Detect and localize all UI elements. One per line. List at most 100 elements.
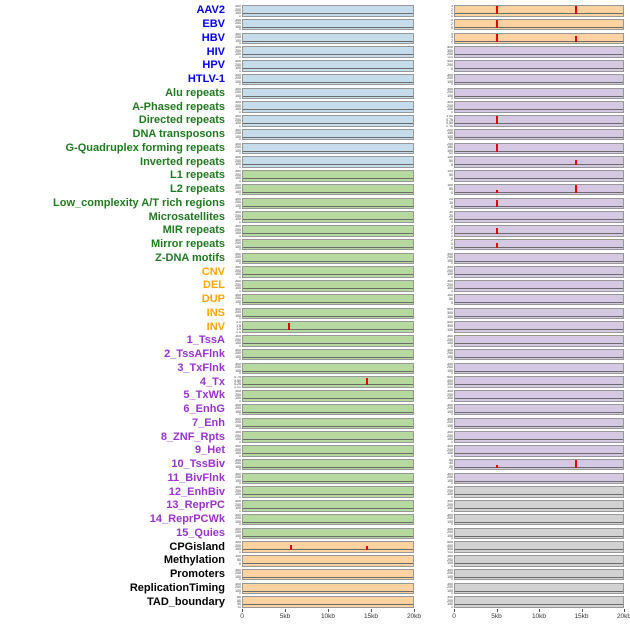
row-label: 2_TssAFlnk	[164, 348, 225, 361]
left-track	[242, 5, 414, 17]
y-tick-label: 100	[235, 93, 241, 98]
track-row: 9_Het 300 200 100 0 300 200 100 0	[0, 444, 630, 458]
y-tick-label: 200	[235, 585, 241, 590]
y-tick-label: 300	[447, 310, 453, 315]
zero-baseline	[243, 604, 413, 606]
y-tick-label: 0	[239, 179, 241, 182]
y-tick-label: 0	[239, 193, 241, 196]
y-tick-label: 200	[447, 385, 453, 388]
y-tick-label: 300	[235, 156, 241, 160]
right-track	[454, 156, 624, 168]
column-gap	[414, 230, 440, 231]
y-tick-label: 0	[451, 482, 453, 485]
y-axis-ticks: 300 200 100 0	[440, 101, 454, 113]
row-label: Promoters	[169, 568, 225, 581]
y-tick-label: 100	[447, 451, 453, 456]
y-tick-label: 40	[449, 461, 453, 466]
y-axis-ticks: 300 200 100 0	[228, 225, 242, 237]
column-gap	[414, 52, 440, 53]
y-tick-label: 0	[239, 275, 241, 278]
y-tick-label: 200	[235, 406, 241, 411]
x-tick-mark	[454, 609, 455, 612]
zero-baseline	[243, 260, 413, 262]
y-tick-label: 60	[237, 598, 241, 603]
left-track	[242, 156, 414, 168]
y-tick-label: 100	[447, 561, 453, 566]
row-label: Z-DNA motifs	[155, 251, 225, 264]
zero-baseline	[455, 508, 623, 510]
y-tick-label: 0	[451, 110, 453, 113]
left-track	[242, 555, 414, 567]
y-tick-label: 300	[447, 486, 453, 490]
zero-baseline	[455, 411, 623, 413]
y-tick-label: 0	[451, 300, 453, 305]
y-tick-label: 200	[235, 131, 241, 136]
y-tick-label: 0	[239, 289, 241, 292]
y-tick-label: 200	[235, 365, 241, 370]
y-tick-label: 100	[235, 258, 241, 263]
y-tick-label: 300	[447, 73, 453, 77]
column-gap	[414, 602, 440, 603]
y-tick-label: 200	[447, 103, 453, 108]
column-gap	[414, 547, 440, 548]
right-track	[454, 582, 624, 595]
y-tick-label: 50	[237, 558, 241, 563]
y-tick-label: 300	[235, 362, 241, 366]
y-tick-label: 200	[235, 158, 241, 163]
y-tick-label: 100	[447, 328, 453, 333]
y-tick-label: 300	[447, 362, 453, 366]
y-tick-label: 100	[447, 574, 453, 579]
left-track	[242, 101, 414, 113]
y-tick-label: 100	[447, 314, 453, 319]
zero-baseline	[243, 453, 413, 455]
column-gap	[414, 203, 440, 204]
signal-peak	[574, 460, 577, 468]
y-tick-label: 300	[235, 500, 241, 504]
row-label: 8_ZNF_Rpts	[160, 430, 225, 443]
row-label: DEL	[203, 279, 225, 292]
zero-baseline	[243, 205, 413, 207]
y-axis-ticks: 60 40 20 0	[440, 459, 454, 471]
y-tick-label: 200	[447, 52, 453, 57]
y-tick-label: 100	[447, 602, 453, 607]
left-track	[242, 73, 414, 86]
y-tick-label: 300	[235, 238, 241, 242]
zero-baseline	[455, 398, 623, 400]
y-axis-ticks: 300 200 100 0	[228, 418, 242, 430]
track-row: DUP 300 200 100 0 100 50 0	[0, 293, 630, 307]
y-tick-label: 200	[235, 571, 241, 576]
y-tick-label: 200	[447, 557, 453, 562]
y-tick-label: 300	[235, 170, 241, 174]
y-tick-label: 100	[235, 519, 241, 524]
y-tick-label: 400	[447, 378, 453, 383]
track-row: 12_EnhBiv 300 200 100 0 300 200 100 0	[0, 485, 630, 499]
y-axis-ticks: 300 200 100 0	[228, 500, 242, 512]
column-gap	[414, 258, 440, 259]
zero-baseline	[243, 40, 413, 42]
y-axis-ticks: 300 200 100 0	[228, 569, 242, 581]
y-axis-ticks: 300 200 100 0	[440, 528, 454, 540]
right-track	[454, 197, 624, 210]
y-tick-label: 200	[235, 200, 241, 205]
y-tick-label: 0	[239, 124, 241, 127]
right-track	[454, 555, 624, 567]
y-tick-label: 100	[447, 533, 453, 538]
y-tick-label: 300	[447, 335, 453, 339]
y-tick-label: 100	[235, 79, 241, 84]
y-tick-label: 0	[451, 372, 453, 375]
y-axis-ticks: 300 200 100 0	[440, 431, 454, 443]
row-label: 13_ReprPC	[166, 499, 225, 512]
track-row: MIR repeats 300 200 100 0 3 2 1 0	[0, 224, 630, 238]
x-axis-row: 0 5kb 10kb 15kb 20kb 0 5kb 10kb 15kb 20kb	[0, 609, 630, 627]
y-axis-ticks: 500 300 100	[440, 321, 454, 333]
row-label: 1_TssA	[186, 334, 225, 347]
track-row: TAD_boundary8060402003002001000	[0, 595, 630, 609]
y-axis-ticks: 200150100500	[440, 129, 454, 141]
y-tick-label: 300	[235, 527, 241, 531]
y-tick-label: 200	[235, 90, 241, 95]
zero-baseline	[243, 494, 413, 496]
y-tick-label: 300	[447, 348, 453, 352]
y-tick-label: 300	[235, 18, 241, 22]
y-tick-label: 0	[451, 495, 453, 498]
